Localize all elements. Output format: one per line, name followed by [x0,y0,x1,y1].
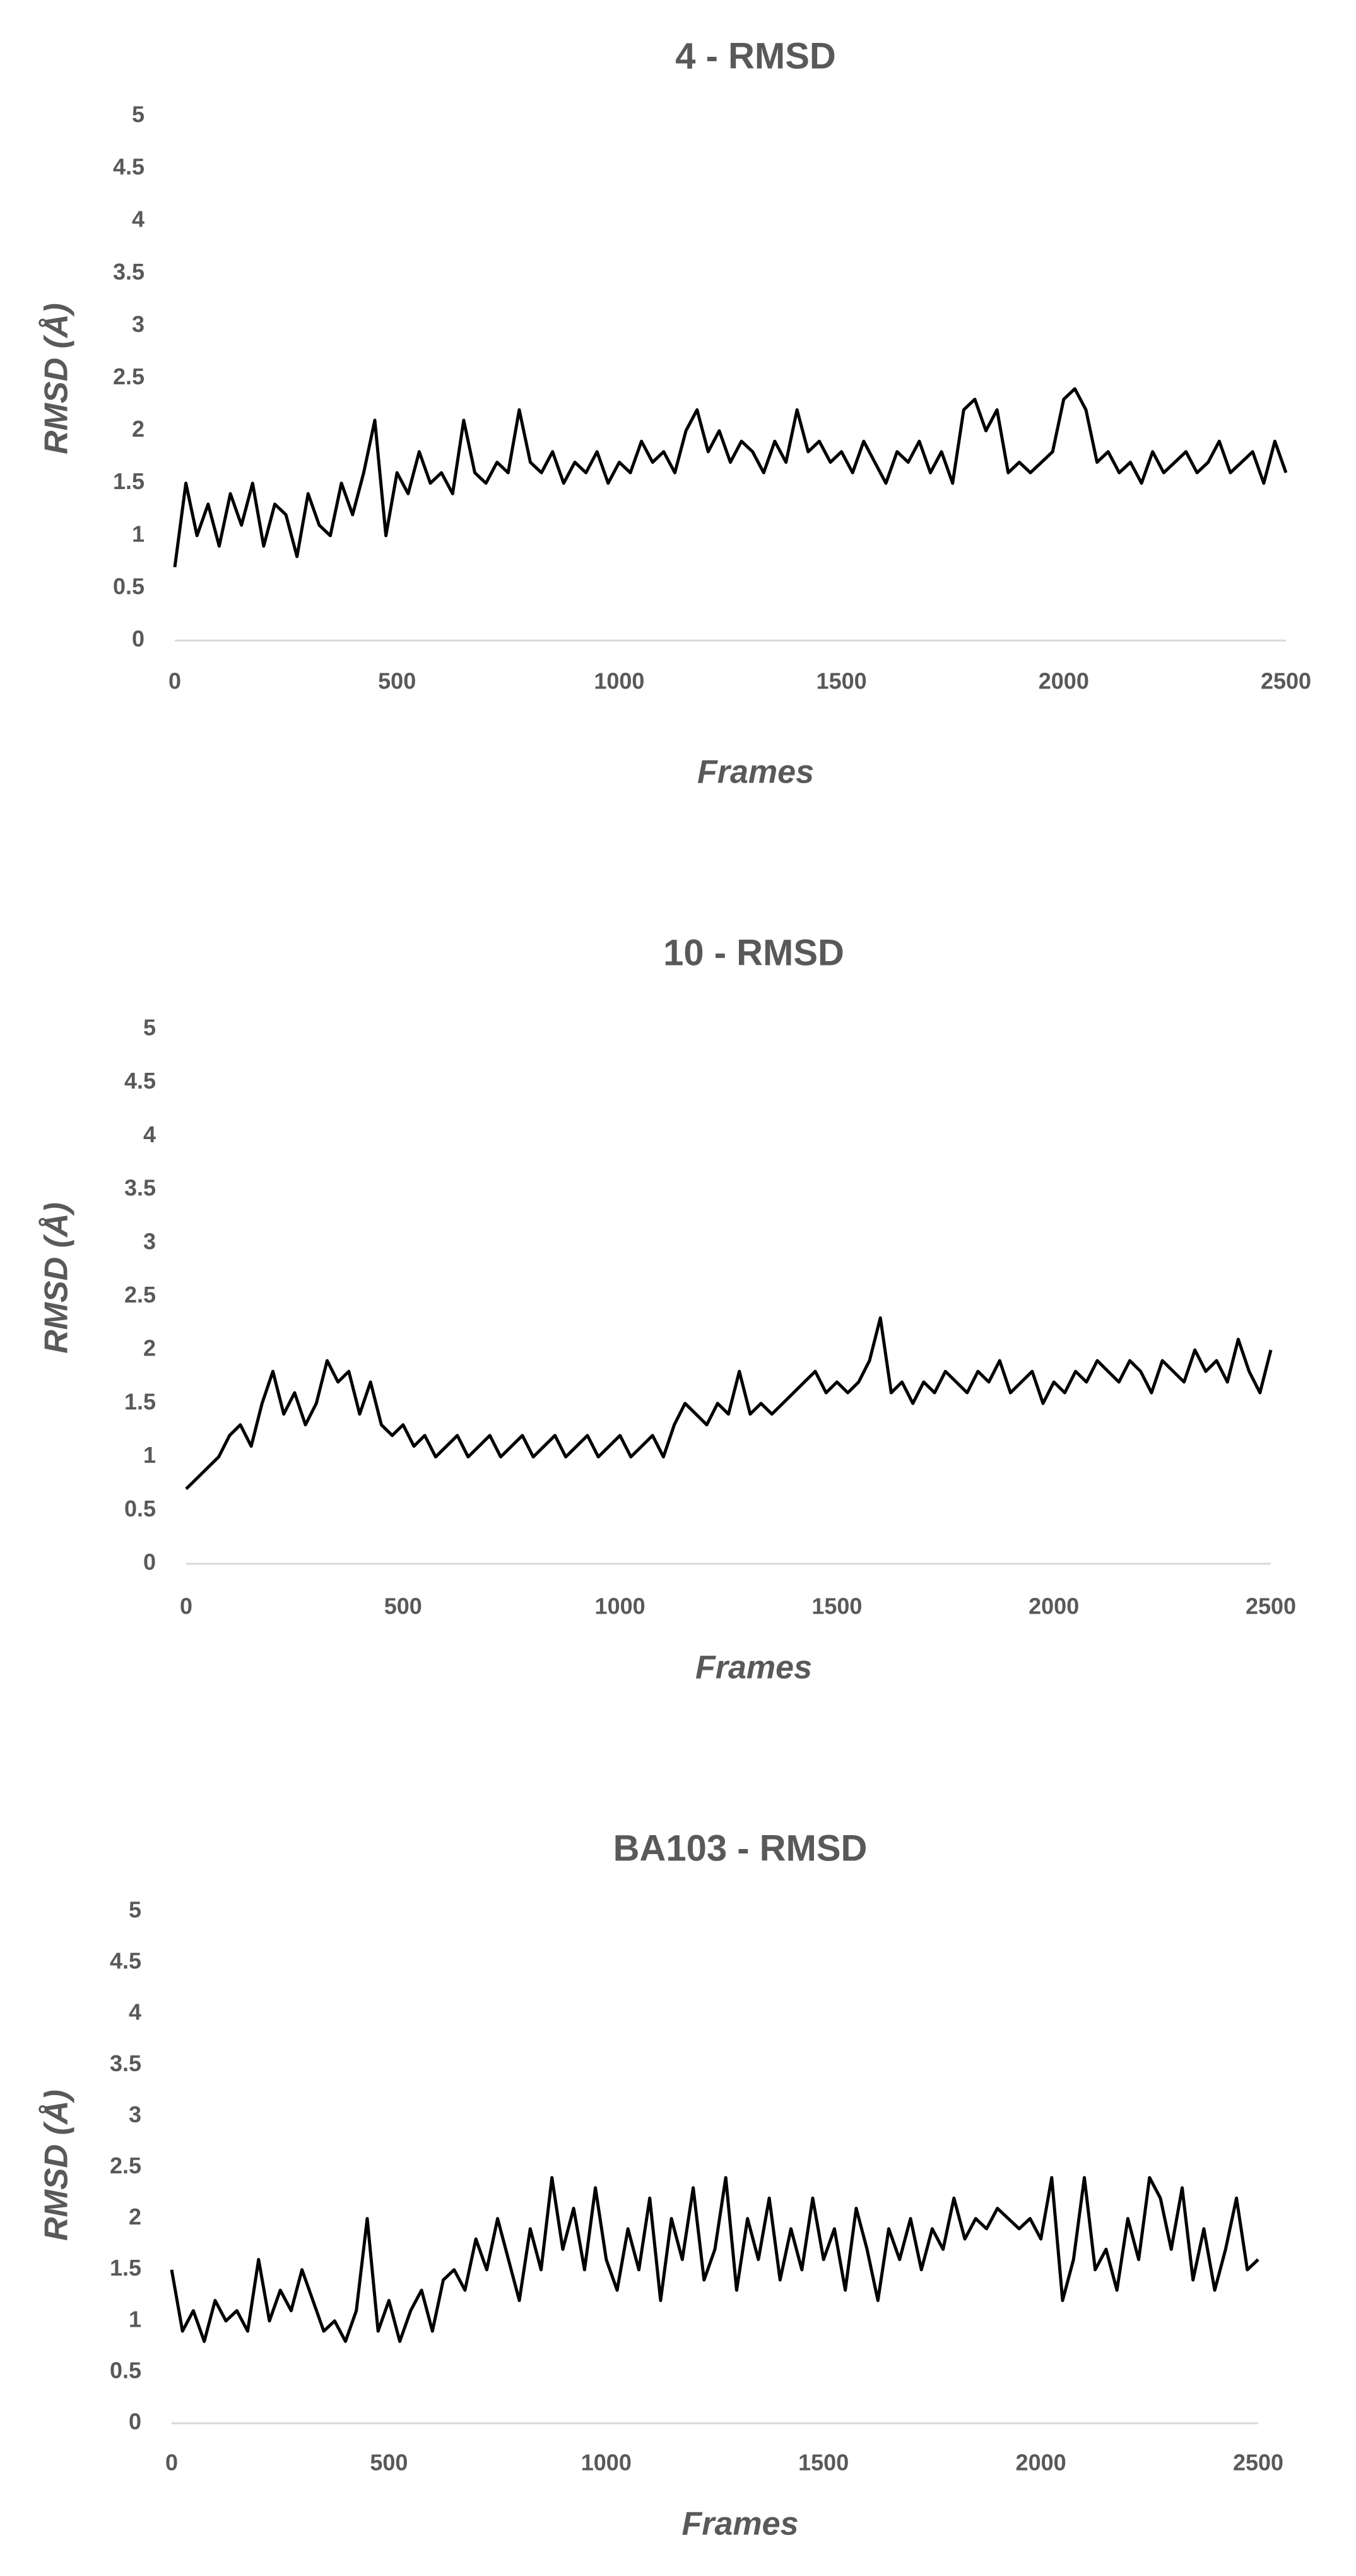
y-tick-label: 2 [143,1335,156,1361]
x-tick-label: 2000 [1016,2450,1066,2476]
y-tick-label: 4.5 [110,1948,141,1974]
x-tick-label: 1000 [581,2450,632,2476]
y-tick-label: 0 [143,1549,156,1575]
y-tick-label: 3 [129,2101,141,2127]
y-axis-title: RMSD (Å) [38,303,75,454]
x-axis-title: Frames [697,754,814,791]
y-tick-label: 0.5 [110,2357,141,2383]
y-tick-label: 2 [132,416,144,442]
y-tick-label: 5 [143,1015,156,1041]
x-axis-title: Frames [695,1650,812,1686]
y-tick-label: 3.5 [124,1175,156,1201]
y-tick-label: 1.5 [110,2255,141,2281]
chart-title: 10 - RMSD [663,932,844,973]
data-line [173,387,1288,568]
x-tick-label: 0 [180,1593,192,1619]
data-line [170,2176,1259,2343]
y-tick-label: 0 [129,2409,141,2435]
y-tick-label: 0.5 [113,573,144,599]
y-tick-label: 2.5 [124,1282,156,1308]
y-tick-label: 3 [132,311,144,337]
chart-title: BA103 - RMSD [613,1828,868,1869]
y-tick-label: 4 [132,206,144,232]
x-tick-label: 2500 [1233,2450,1283,2476]
x-tick-label: 1500 [798,2450,849,2476]
data-line [185,1316,1273,1491]
y-tick-label: 2.5 [110,2153,141,2178]
y-tick-label: 2 [129,2204,141,2230]
y-tick-label: 0.5 [124,1496,156,1521]
x-tick-label: 1000 [595,1593,646,1619]
y-tick-label: 1 [132,521,144,547]
x-tick-label: 0 [165,2450,178,2476]
x-tick-label: 0 [168,668,181,694]
x-tick-label: 2500 [1261,668,1311,694]
y-tick-label: 4 [143,1121,156,1147]
y-tick-label: 4 [129,1999,141,2025]
y-tick-label: 4.5 [113,154,144,180]
x-tick-label: 500 [378,668,416,694]
y-tick-label: 3 [143,1228,156,1254]
y-tick-label: 1 [129,2306,141,2332]
x-tick-label: 2500 [1246,1593,1296,1619]
x-tick-label: 1500 [811,1593,862,1619]
x-tick-label: 500 [384,1593,422,1619]
y-tick-label: 1 [143,1442,156,1468]
y-axis-title: RMSD (Å) [38,2089,75,2241]
y-tick-label: 3.5 [113,259,144,285]
x-tick-label: 1000 [594,668,644,694]
chart-title: 4 - RMSD [675,35,836,76]
y-axis-title: RMSD (Å) [38,1202,75,1354]
y-tick-label: 1.5 [124,1388,156,1414]
x-tick-label: 500 [370,2450,408,2476]
y-tick-label: 2.5 [113,363,144,389]
y-tick-label: 1.5 [113,468,144,494]
x-tick-label: 1500 [817,668,867,694]
y-tick-label: 3.5 [110,2050,141,2076]
y-tick-label: 5 [132,102,144,127]
y-tick-label: 0 [132,626,144,652]
y-tick-label: 5 [129,1897,141,1923]
x-tick-label: 2000 [1029,1593,1079,1619]
x-axis-title: Frames [682,2506,799,2543]
x-tick-label: 2000 [1039,668,1089,694]
y-tick-label: 4.5 [124,1068,156,1094]
